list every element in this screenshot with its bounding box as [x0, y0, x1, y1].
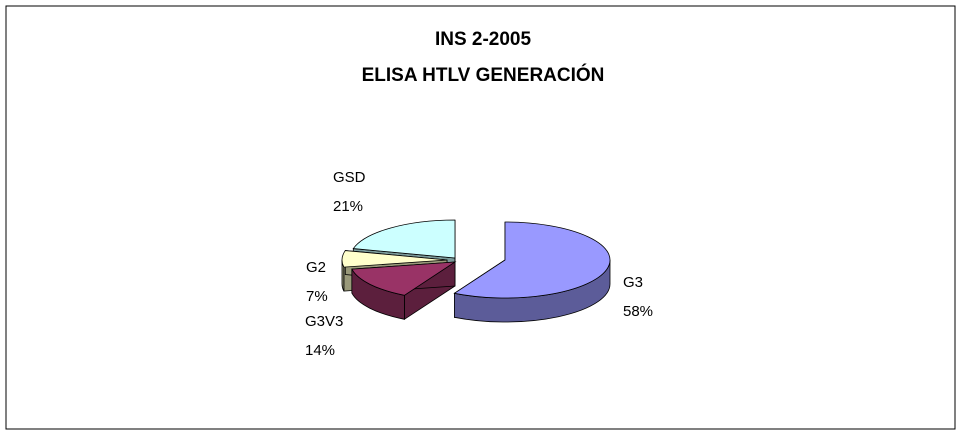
- slice-label: G2: [306, 259, 326, 276]
- slice-value-label: 21%: [333, 198, 363, 215]
- slice: [351, 261, 457, 296]
- chart-title: INS 2-2005: [435, 29, 532, 50]
- slice-value-label: 7%: [306, 288, 328, 305]
- slice: [352, 219, 456, 259]
- slice: [341, 250, 448, 268]
- slice-label: G3V3: [305, 313, 343, 330]
- slice: [453, 221, 611, 299]
- chart-frame: [5, 5, 956, 430]
- slice-label: G3: [623, 274, 643, 291]
- chart-subtitle: ELISA HTLV GENERACIÓN: [362, 64, 605, 86]
- slice-label: GSD: [333, 169, 366, 186]
- slice-value-label: 58%: [623, 303, 653, 320]
- slice-value-label: 14%: [305, 342, 335, 359]
